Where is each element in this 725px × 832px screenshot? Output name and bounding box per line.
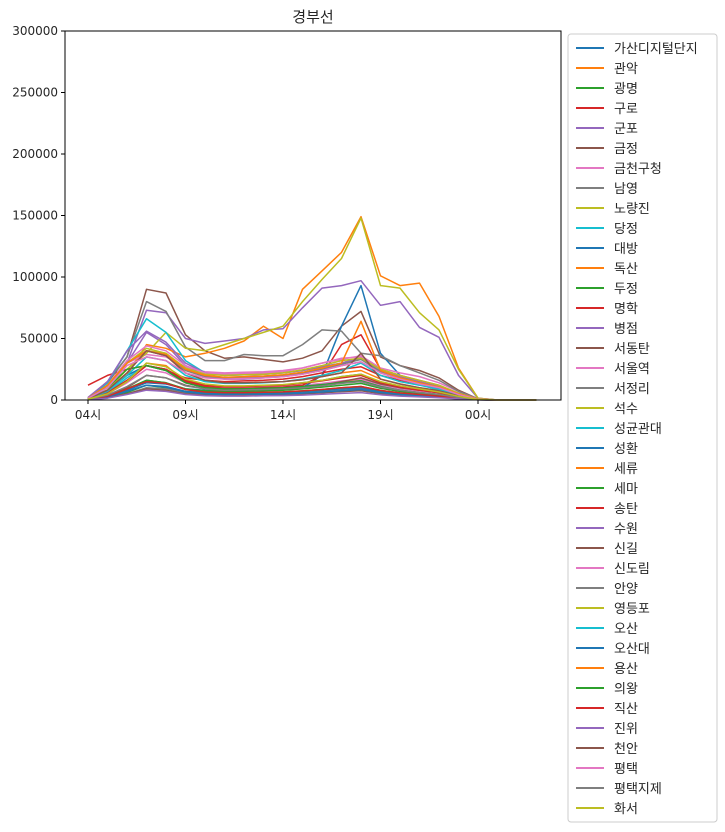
legend-frame bbox=[567, 33, 718, 823]
series-line-34 bbox=[87, 389, 537, 401]
legend-label: 안양 bbox=[614, 582, 638, 597]
legend-label: 독산 bbox=[614, 262, 638, 277]
legend-label: 광명 bbox=[614, 82, 638, 97]
legend-label: 수원 bbox=[614, 522, 638, 537]
legend-label: 진위 bbox=[614, 722, 638, 737]
legend-label: 군포 bbox=[614, 122, 638, 137]
series-line-36 bbox=[87, 356, 537, 401]
legend-label: 금정 bbox=[614, 142, 638, 157]
y-axis: 0 50000 100000 150000 200000 250000 300000 bbox=[12, 24, 65, 407]
legend-label: 직산 bbox=[614, 702, 638, 717]
legend-label: 서울역 bbox=[614, 362, 650, 377]
legend-label: 서동탄 bbox=[614, 342, 650, 357]
x-tick-label: 19시 bbox=[367, 408, 393, 422]
legend-label: 병점 bbox=[614, 322, 638, 337]
chart-title: 경부선 bbox=[292, 8, 333, 26]
series-line-38 bbox=[87, 362, 537, 401]
legend-label: 석수 bbox=[614, 402, 638, 417]
legend-label: 성균관대 bbox=[614, 422, 662, 437]
plot-lines bbox=[87, 215, 537, 401]
legend-label: 구로 bbox=[614, 102, 638, 117]
legend-label: 당정 bbox=[614, 222, 638, 237]
series-line-14 bbox=[87, 279, 537, 401]
x-axis: 04시 09시 14시 19시 00시 bbox=[75, 400, 491, 422]
legend-label: 화서 bbox=[614, 802, 638, 817]
legend-label: 신도림 bbox=[614, 562, 650, 577]
legend-label: 성환 bbox=[614, 442, 638, 457]
legend-label: 세류 bbox=[614, 462, 638, 477]
y-tick-label: 50000 bbox=[20, 332, 58, 346]
legend-label: 신길 bbox=[614, 542, 638, 557]
series-line-17 bbox=[87, 300, 537, 401]
y-tick-label: 200000 bbox=[12, 147, 58, 161]
legend-label: 송탄 bbox=[614, 502, 638, 517]
x-tick-label: 00시 bbox=[465, 408, 491, 422]
legend-label: 용산 bbox=[614, 662, 638, 677]
legend-label: 노량진 bbox=[614, 202, 650, 217]
legend-label: 오산대 bbox=[614, 642, 650, 657]
legend-label: 두정 bbox=[614, 282, 638, 297]
legend-label: 세마 bbox=[614, 482, 638, 497]
series-line-18 bbox=[87, 217, 537, 401]
y-tick-label: 0 bbox=[50, 393, 58, 407]
x-tick-label: 14시 bbox=[270, 408, 296, 422]
legend-label: 영등포 bbox=[614, 602, 650, 617]
legend-label: 가산디지털단지 bbox=[614, 42, 698, 57]
y-tick-label: 250000 bbox=[12, 86, 58, 100]
legend: 가산디지털단지관악광명구로군포금정금천구청남영노량진당정대방독산두정명학병점서동… bbox=[567, 33, 718, 823]
series-line-5 bbox=[87, 288, 537, 401]
legend-label: 천안 bbox=[614, 742, 638, 757]
y-tick-label: 150000 bbox=[12, 209, 58, 223]
legend-label: 의왕 bbox=[614, 682, 638, 697]
legend-label: 평택지제 bbox=[614, 782, 662, 797]
legend-label: 남영 bbox=[614, 182, 638, 197]
y-tick-label: 300000 bbox=[12, 24, 58, 38]
y-tick-label: 100000 bbox=[12, 270, 58, 284]
legend-label: 대방 bbox=[614, 242, 638, 257]
legend-label: 명학 bbox=[614, 302, 638, 317]
legend-label: 관악 bbox=[614, 62, 638, 77]
legend-label: 오산 bbox=[614, 622, 638, 637]
x-tick-label: 04시 bbox=[75, 408, 101, 422]
legend-label: 평택 bbox=[614, 762, 638, 777]
series-line-37 bbox=[87, 374, 537, 401]
x-tick-label: 09시 bbox=[172, 408, 198, 422]
legend-label: 서정리 bbox=[614, 382, 650, 397]
legend-label: 금천구청 bbox=[614, 162, 662, 177]
